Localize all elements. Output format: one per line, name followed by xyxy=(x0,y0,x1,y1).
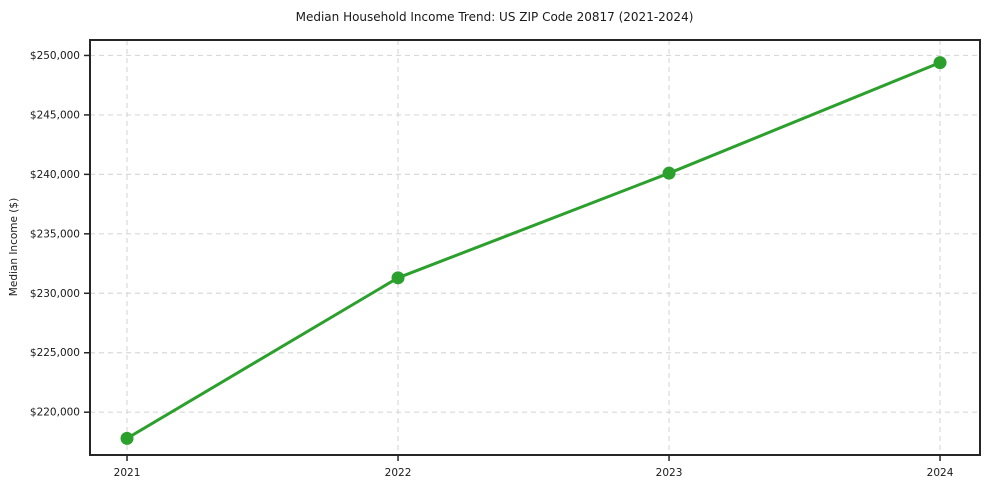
y-tick-label: $230,000 xyxy=(30,288,80,300)
y-tick-label: $235,000 xyxy=(30,228,80,240)
x-tick-label: 2022 xyxy=(385,467,412,479)
chart-title: Median Household Income Trend: US ZIP Co… xyxy=(295,10,694,24)
y-tick-label: $225,000 xyxy=(30,347,80,359)
x-tick-label: 2024 xyxy=(927,467,954,479)
y-tick-label: $245,000 xyxy=(30,109,80,121)
trend-line xyxy=(125,61,942,440)
data-point xyxy=(662,166,676,180)
data-point xyxy=(933,56,947,70)
data-point xyxy=(120,431,134,445)
plot-border xyxy=(89,39,981,456)
y-tick-label: $220,000 xyxy=(30,407,80,419)
x-tick-label: 2021 xyxy=(114,467,141,479)
y-tick-label: $240,000 xyxy=(30,169,80,181)
data-point xyxy=(391,271,405,285)
y-tick-label: $250,000 xyxy=(30,50,80,62)
x-tick-label: 2023 xyxy=(656,467,683,479)
